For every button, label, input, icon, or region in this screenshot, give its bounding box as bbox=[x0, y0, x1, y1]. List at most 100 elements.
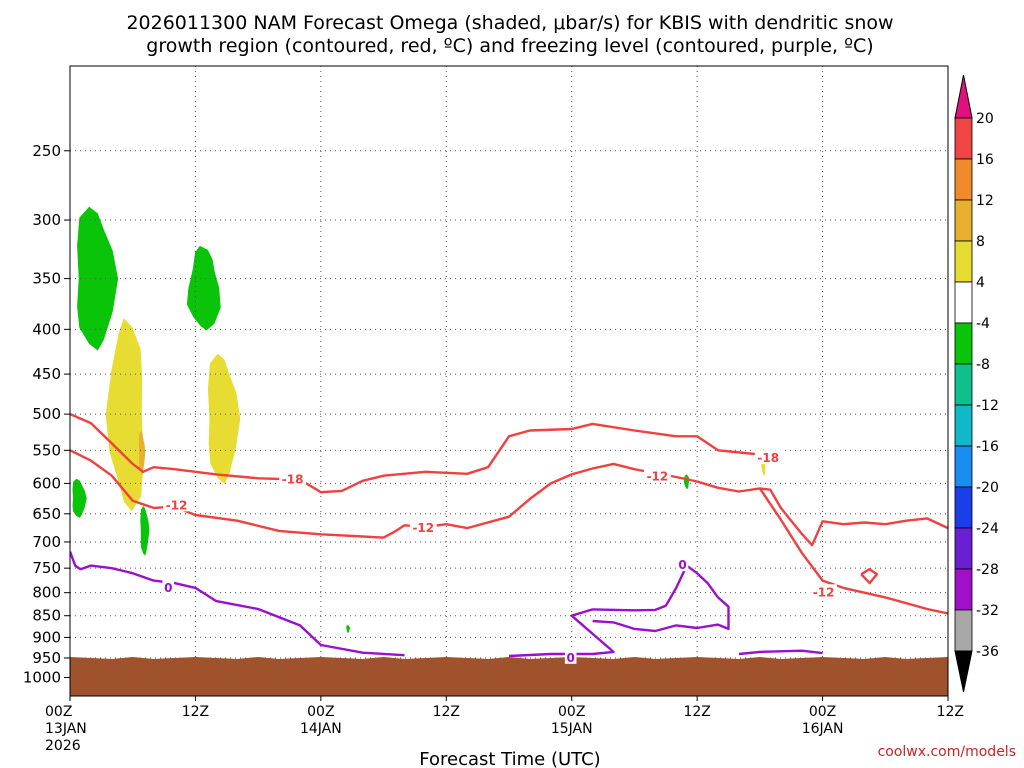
omega-shaded-region-10 bbox=[138, 430, 146, 476]
contour-line-2 bbox=[70, 449, 948, 547]
y-tick-label: 500 bbox=[32, 405, 61, 423]
x-tick-label: 14JAN bbox=[300, 721, 342, 737]
contour-label-layer: -18 -12 -12 -12 -18 -12 0 0 0 bbox=[162, 450, 838, 665]
plot-frame bbox=[69, 65, 949, 697]
site-credit: coolwx.com/models bbox=[878, 744, 1016, 760]
colorbar-label: -12 bbox=[976, 398, 999, 414]
contour-label-5: -18 bbox=[757, 451, 779, 465]
omega-shaded-region-3 bbox=[72, 478, 87, 518]
colorbar-bin bbox=[954, 158, 973, 201]
contour-label-bg bbox=[409, 520, 437, 535]
contour-label-bg bbox=[754, 450, 782, 465]
y-axis-ticks: 250 300 350 400 450 500 550 600 650 700 750 800 850 9… bbox=[23, 142, 70, 686]
x-tick-label: 13JAN bbox=[45, 721, 87, 737]
contour-label-bg bbox=[163, 497, 191, 512]
chart-title-line-2: growth region (contoured, red, ºC) and f… bbox=[146, 35, 873, 57]
colorbar-bin bbox=[954, 363, 973, 406]
colorbar-upper-arrow bbox=[954, 74, 973, 119]
contour-line-4 bbox=[70, 551, 405, 657]
y-tick-label: 350 bbox=[32, 270, 61, 288]
omega-shaded-region-2 bbox=[186, 245, 221, 331]
x-tick-label: 12Z bbox=[433, 704, 460, 720]
colorbar-label: -16 bbox=[976, 439, 999, 455]
terrain-fill bbox=[70, 657, 948, 696]
contour-line-5 bbox=[508, 564, 730, 658]
contour-label-3: -12 bbox=[412, 521, 434, 535]
x-tick-label: 00Z bbox=[307, 704, 334, 720]
contour-label-9: 0 bbox=[566, 651, 574, 665]
colorbar-bin bbox=[954, 486, 973, 529]
contour-line-6 bbox=[738, 649, 823, 656]
colorbar-bin bbox=[954, 199, 973, 242]
y-tick-label: 600 bbox=[32, 474, 61, 492]
contour-label-7: 0 bbox=[164, 581, 172, 595]
contour-label-bg bbox=[564, 649, 577, 664]
omega-shaded-region-8 bbox=[207, 353, 241, 484]
colorbar-label: 20 bbox=[976, 111, 994, 127]
contour-line-1 bbox=[70, 412, 781, 494]
y-tick-label: 850 bbox=[32, 607, 61, 625]
terrain-layer bbox=[70, 657, 948, 696]
colorbar-label: 8 bbox=[976, 234, 985, 250]
x-tick-label: 12Z bbox=[182, 704, 209, 720]
y-tick-label: 550 bbox=[32, 441, 61, 459]
x-tick-label: 12Z bbox=[937, 704, 964, 720]
x-axis-title: Forecast Time (UTC) bbox=[419, 749, 600, 768]
y-tick-label: 750 bbox=[32, 559, 61, 577]
y-tick-label: 800 bbox=[32, 584, 61, 602]
contour-label-8: 0 bbox=[678, 558, 686, 572]
contour-label-bg bbox=[279, 471, 307, 486]
contour-layer bbox=[70, 412, 948, 658]
y-tick-label: 300 bbox=[32, 211, 61, 229]
contour-label-6: -12 bbox=[813, 585, 835, 599]
colorbar-bin bbox=[954, 240, 973, 283]
omega-colorbar: 20 16 12 8 4 -4 -8 -12 -16 -20 -24 -28 -32 -36 bbox=[954, 74, 999, 693]
colorbar-bin bbox=[954, 322, 973, 365]
contour-label-bg bbox=[810, 584, 838, 599]
colorbar-bin bbox=[954, 281, 973, 324]
y-tick-label: 450 bbox=[32, 365, 61, 383]
chart-title-line-1: 2026011300 NAM Forecast Omega (shaded, μ… bbox=[126, 12, 893, 34]
y-tick-label: 950 bbox=[32, 649, 61, 667]
x-tick-label: 16JAN bbox=[802, 721, 844, 737]
colorbar-label: -36 bbox=[976, 644, 999, 660]
x-tick-label: 00Z bbox=[45, 704, 72, 720]
omega-shading-layer bbox=[72, 206, 766, 633]
contour-label-bg bbox=[644, 468, 671, 483]
y-tick-label: 900 bbox=[32, 628, 61, 646]
x-tick-label: 12Z bbox=[683, 704, 710, 720]
colorbar-label: -8 bbox=[976, 357, 990, 373]
y-tick-label: 1000 bbox=[23, 668, 61, 686]
y-tick-label: 250 bbox=[32, 142, 61, 160]
colorbar-bin bbox=[954, 568, 973, 611]
y-tick-label: 650 bbox=[32, 505, 61, 523]
contour-label-1: -18 bbox=[282, 472, 304, 486]
colorbar-bin bbox=[954, 527, 973, 570]
gridlines bbox=[70, 66, 948, 696]
colorbar-lower-arrow bbox=[954, 650, 973, 693]
plot-area: -18 -12 -12 -12 -18 -12 0 0 0 bbox=[70, 66, 948, 696]
colorbar-label: -4 bbox=[976, 316, 990, 332]
colorbar-label: -24 bbox=[976, 521, 999, 537]
x-tick-label: 00Z bbox=[809, 704, 836, 720]
x-tick-label: 2026 bbox=[45, 738, 81, 754]
contour-label-2: -12 bbox=[166, 498, 188, 512]
omega-shaded-region-7 bbox=[105, 318, 144, 512]
y-tick-label: 700 bbox=[32, 533, 61, 551]
colorbar-label: -20 bbox=[976, 480, 999, 496]
contour-label-4: -12 bbox=[647, 470, 669, 484]
omega-shaded-region-6 bbox=[683, 474, 690, 489]
x-tick-label: 00Z bbox=[558, 704, 585, 720]
colorbar-label: -28 bbox=[976, 562, 999, 578]
contour-line-3 bbox=[758, 487, 948, 615]
colorbar-label: 16 bbox=[976, 152, 994, 168]
colorbar-label: 4 bbox=[976, 275, 985, 291]
x-tick-label: 15JAN bbox=[551, 721, 593, 737]
contour-label-bg bbox=[162, 579, 175, 594]
y-tick-label: 400 bbox=[32, 320, 61, 338]
colorbar-bin bbox=[954, 117, 973, 160]
colorbar-bin bbox=[954, 609, 973, 652]
colorbar-bin bbox=[954, 445, 973, 488]
